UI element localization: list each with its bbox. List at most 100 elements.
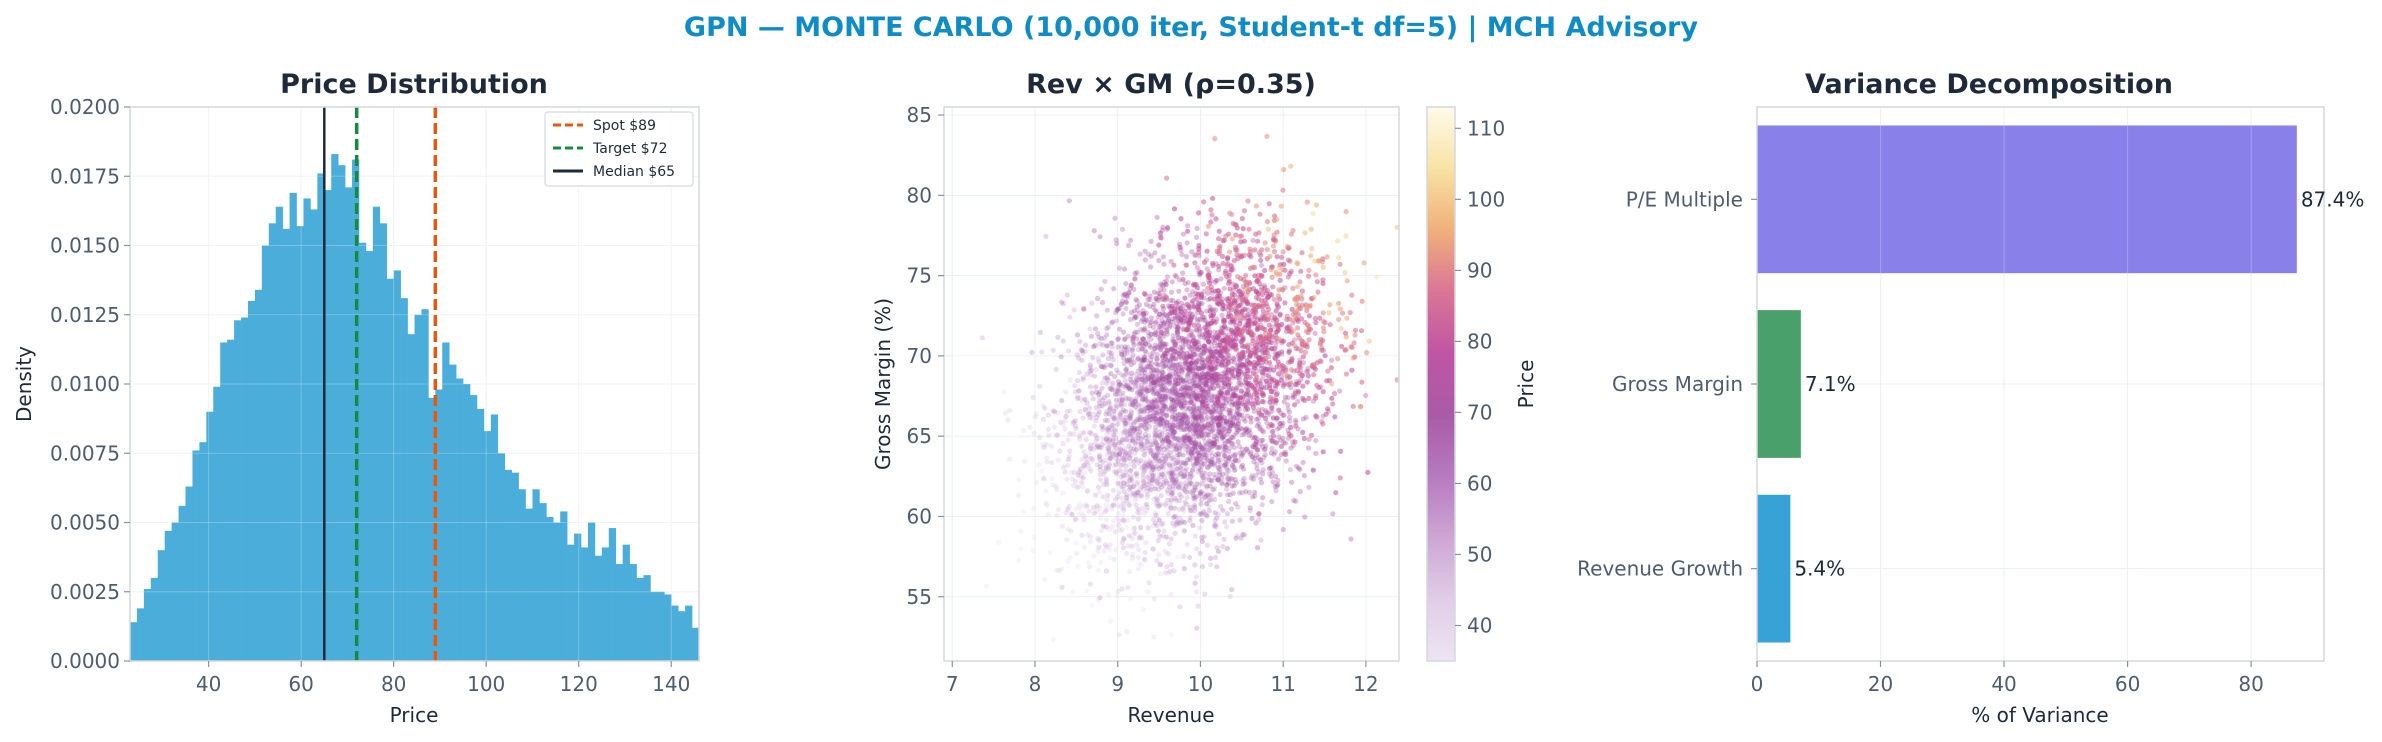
scatter-point: [1183, 447, 1189, 453]
scatter-point: [1166, 461, 1172, 467]
scatter-point: [1097, 595, 1103, 601]
scatter-point: [1139, 484, 1145, 490]
scatter-point: [1071, 307, 1077, 313]
scatter-point: [1182, 308, 1188, 314]
scatter-point: [1162, 471, 1168, 477]
scatter-point: [1366, 338, 1373, 344]
scatter-point: [1313, 450, 1319, 456]
scatter-point: [1306, 445, 1312, 451]
scatter-point: [1306, 313, 1312, 319]
hist-bar: [386, 278, 394, 661]
scatter-point: [1140, 475, 1146, 481]
scatter-point: [1097, 471, 1103, 477]
scatter-point: [1322, 353, 1328, 359]
scatter-point: [1194, 357, 1200, 363]
scatter-point: [1142, 468, 1148, 474]
hist-bar: [358, 242, 367, 661]
scatter-point: [1118, 403, 1124, 409]
scatter-point: [1109, 387, 1115, 393]
scatter-point: [1171, 568, 1177, 574]
scatter-point: [1150, 478, 1156, 484]
scatter-point: [1122, 423, 1128, 429]
scatter-point: [1256, 516, 1262, 523]
scatter-point: [1260, 471, 1266, 477]
scatter-point: [1235, 504, 1241, 510]
scatter-point: [1154, 356, 1160, 362]
scatter-point: [1258, 338, 1264, 344]
hist-bar: [261, 245, 270, 661]
hist-x-label: Price: [390, 703, 439, 727]
scatter-point: [1037, 435, 1043, 441]
scatter-point: [1311, 372, 1317, 378]
scatter-point: [1118, 504, 1124, 510]
scatter-point: [1040, 402, 1046, 408]
scatter-point: [1115, 494, 1121, 500]
scatter-point: [1129, 410, 1135, 416]
hist-bar: [331, 154, 339, 661]
scatter-point: [1105, 417, 1111, 424]
scatter-point: [1219, 385, 1225, 391]
scatter-point: [1162, 501, 1169, 507]
scatter-point: [1072, 383, 1078, 389]
scatter-point: [1234, 410, 1240, 416]
scatter-point: [1107, 456, 1113, 462]
scatter-point: [1277, 277, 1283, 283]
scatter-point: [1073, 540, 1079, 546]
scatter-point: [1201, 461, 1207, 467]
scatter-point: [1237, 351, 1243, 357]
scatter-point: [1100, 494, 1106, 500]
scatter-point: [1058, 419, 1064, 425]
scatter-point: [1128, 448, 1134, 454]
scatter-point: [1120, 545, 1126, 551]
scatter-point: [1124, 472, 1130, 478]
scatter-point: [1150, 418, 1156, 424]
scatter-point: [1174, 466, 1180, 473]
scatter-point: [1097, 403, 1103, 409]
scatter-point: [1235, 274, 1241, 280]
scatter-point: [1119, 455, 1125, 462]
scatter-point: [1109, 503, 1115, 509]
scatter-point: [1217, 243, 1223, 249]
scatter-point: [1152, 379, 1158, 385]
scatter-point: [1228, 506, 1235, 512]
scatter-point: [1196, 424, 1202, 431]
scatter-y-tick-label: 60: [907, 504, 932, 528]
scatter-point: [1097, 477, 1104, 483]
scatter-point: [1172, 477, 1178, 483]
scatter-point: [1326, 310, 1332, 316]
scatter-point: [1298, 268, 1304, 274]
scatter-point: [1285, 395, 1291, 401]
scatter-point: [1089, 602, 1095, 608]
scatter-point: [1076, 500, 1082, 506]
scatter-point: [1168, 631, 1174, 638]
scatter-point: [1166, 436, 1172, 442]
hist-bar: [185, 486, 193, 661]
scatter-point: [1170, 336, 1176, 342]
scatter-point: [1306, 395, 1312, 401]
scatter-point: [979, 335, 985, 341]
scatter-point: [1049, 459, 1055, 466]
scatter-point: [1082, 407, 1088, 413]
scatter-point: [1123, 478, 1129, 484]
scatter-point: [1066, 453, 1072, 459]
scatter-point: [1178, 471, 1184, 477]
colorbar-tick-label: 90: [1467, 258, 1492, 282]
scatter-point: [1065, 456, 1071, 463]
scatter-point: [1236, 421, 1242, 427]
scatter-point: [1075, 388, 1081, 394]
scatter-point: [1286, 348, 1292, 354]
scatter-point: [1162, 548, 1168, 554]
scatter-point: [1208, 207, 1214, 213]
scatter-point: [1099, 385, 1105, 391]
scatter-point: [1148, 416, 1154, 422]
scatter-point: [1270, 415, 1276, 421]
scatter-point: [1111, 447, 1117, 453]
scatter-point: [1204, 484, 1210, 490]
scatter-point: [1238, 425, 1244, 431]
scatter-point: [1235, 404, 1241, 410]
scatter-point: [1182, 519, 1188, 526]
scatter-point: [1059, 566, 1065, 572]
scatter-point: [1113, 461, 1119, 468]
scatter-point: [1233, 315, 1240, 321]
hist-bar: [768, 644, 775, 661]
